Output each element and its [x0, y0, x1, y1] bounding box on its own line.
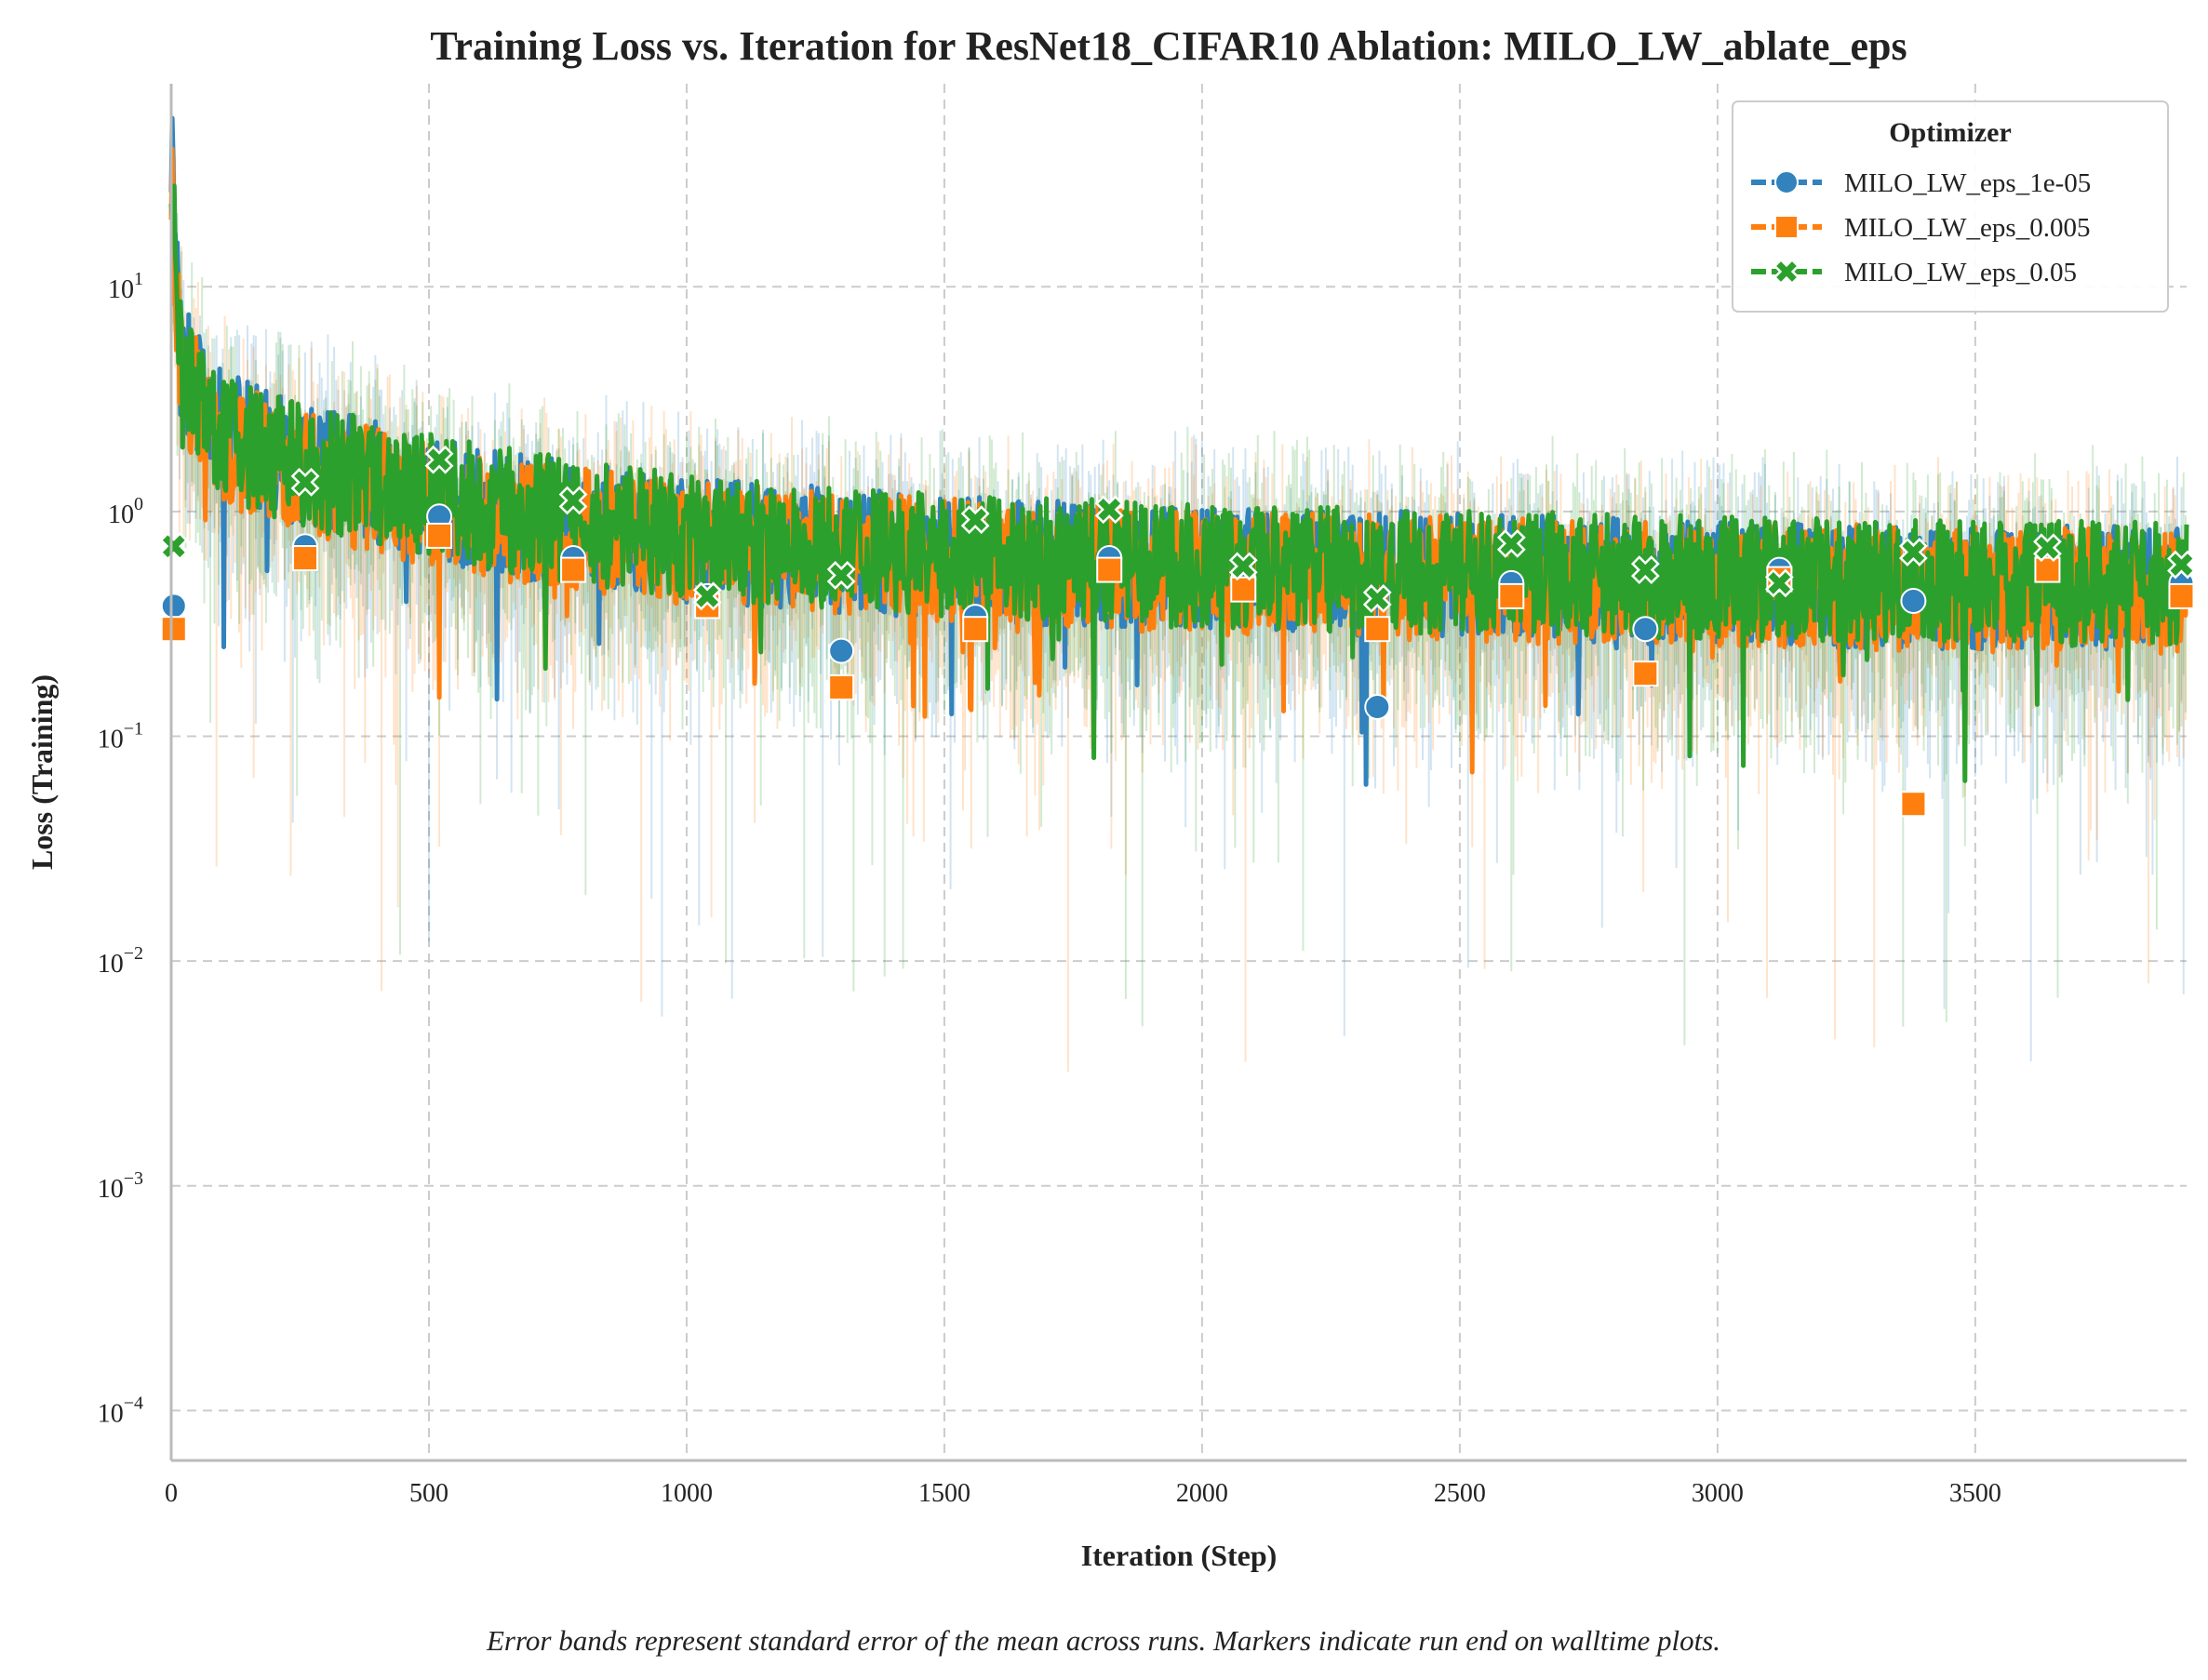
x-tick-label: 1000	[661, 1479, 713, 1508]
marker-MILO_LW_eps_1e-05	[160, 593, 187, 620]
marker-MILO_LW_eps_1e-05	[828, 637, 855, 664]
marker-MILO_LW_eps_0.05	[1630, 555, 1660, 584]
legend-marker-MILO_LW_eps_1e-05	[1774, 170, 1799, 194]
marker-MILO_LW_eps_0.005	[962, 616, 989, 643]
figure-caption: Error bands represent standard error of …	[486, 1624, 1720, 1657]
marker-MILO_LW_eps_0.05	[159, 531, 189, 561]
series-line-MILO_LW_eps_0.05	[168, 183, 2189, 783]
marker-MILO_LW_eps_0.005	[426, 522, 453, 549]
y-tick-label: 100	[108, 494, 143, 529]
y-tick-label: 10−4	[98, 1393, 143, 1428]
marker-MILO_LW_eps_0.05	[2033, 533, 2062, 563]
marker-MILO_LW_eps_0.005	[828, 673, 855, 700]
marker-MILO_LW_eps_1e-05	[1900, 588, 1927, 615]
x-tick-label: 2500	[1434, 1479, 1486, 1508]
legend-label: MILO_LW_eps_0.005	[1844, 213, 2090, 243]
marker-MILO_LW_eps_0.05	[290, 467, 320, 497]
y-tick-label: 10−3	[98, 1168, 143, 1204]
x-tick-label: 500	[409, 1479, 448, 1508]
marker-MILO_LW_eps_0.005	[1364, 616, 1391, 643]
y-axis-label: Loss (Training)	[25, 674, 59, 870]
x-axis-ticks: 0 500 1000 1500 2000 2500 3000 3500	[165, 1479, 2001, 1508]
marker-MILO_LW_eps_0.05	[1898, 538, 1928, 567]
marker-MILO_LW_eps_0.05	[1496, 528, 1526, 558]
x-tick-label: 3000	[1692, 1479, 1744, 1508]
marker-MILO_LW_eps_0.005	[1632, 660, 1659, 687]
marker-MILO_LW_eps_0.05	[558, 486, 588, 515]
x-axis-label: Iteration (Step)	[1081, 1539, 1278, 1572]
y-axis-ticks: 10−4 10−3 10−2 10−1 100 101	[98, 269, 143, 1428]
y-tick-label: 10−2	[98, 943, 143, 979]
legend-label: MILO_LW_eps_1e-05	[1844, 168, 2091, 198]
marker-MILO_LW_eps_1e-05	[1364, 693, 1391, 720]
marker-MILO_LW_eps_0.05	[1228, 552, 1258, 581]
legend: Optimizer MILO_LW_eps_1e-05 MILO_LW_eps_0…	[1732, 100, 2169, 313]
marker-MILO_LW_eps_0.005	[160, 616, 187, 643]
marker-MILO_LW_eps_0.005	[1230, 576, 1257, 603]
chart-title: Training Loss vs. Iteration for ResNet18…	[430, 23, 1907, 69]
marker-MILO_LW_eps_0.005	[560, 556, 587, 583]
legend-label: MILO_LW_eps_0.05	[1844, 258, 2077, 287]
marker-MILO_LW_eps_0.05	[826, 561, 856, 590]
legend-marker-MILO_LW_eps_0.05	[1773, 258, 1800, 286]
y-tick-label: 10−1	[98, 718, 143, 753]
marker-MILO_LW_eps_0.05	[960, 505, 990, 535]
marker-MILO_LW_eps_0.005	[1900, 791, 1927, 818]
legend-marker-MILO_LW_eps_0.005	[1774, 215, 1799, 239]
x-tick-label: 2000	[1176, 1479, 1228, 1508]
marker-MILO_LW_eps_0.05	[2167, 550, 2196, 580]
marker-MILO_LW_eps_0.005	[2168, 582, 2195, 609]
series-lines	[168, 115, 2189, 787]
marker-MILO_LW_eps_0.05	[1362, 584, 1392, 613]
y-tick-label: 101	[108, 269, 143, 304]
axes-spines	[169, 84, 2187, 1462]
marker-MILO_LW_eps_1e-05	[1632, 616, 1659, 643]
legend-box	[1732, 100, 2169, 313]
marker-MILO_LW_eps_0.05	[1764, 568, 1794, 598]
marker-MILO_LW_eps_0.05	[692, 581, 722, 611]
marker-MILO_LW_eps_0.005	[1096, 556, 1123, 583]
legend-title: Optimizer	[1889, 117, 2012, 148]
marker-MILO_LW_eps_0.005	[292, 545, 319, 572]
marker-MILO_LW_eps_0.05	[1094, 495, 1124, 525]
series-markers	[159, 445, 2196, 818]
legend-entries: MILO_LW_eps_1e-05 MILO_LW_eps_0.005 MILO_L…	[1751, 168, 2091, 287]
x-tick-label: 0	[165, 1479, 178, 1508]
marker-MILO_LW_eps_0.005	[2034, 556, 2061, 583]
marker-MILO_LW_eps_0.05	[424, 445, 454, 474]
x-tick-label: 1500	[918, 1479, 970, 1508]
marker-MILO_LW_eps_0.005	[1498, 582, 1525, 609]
x-tick-label: 3500	[1949, 1479, 2001, 1508]
